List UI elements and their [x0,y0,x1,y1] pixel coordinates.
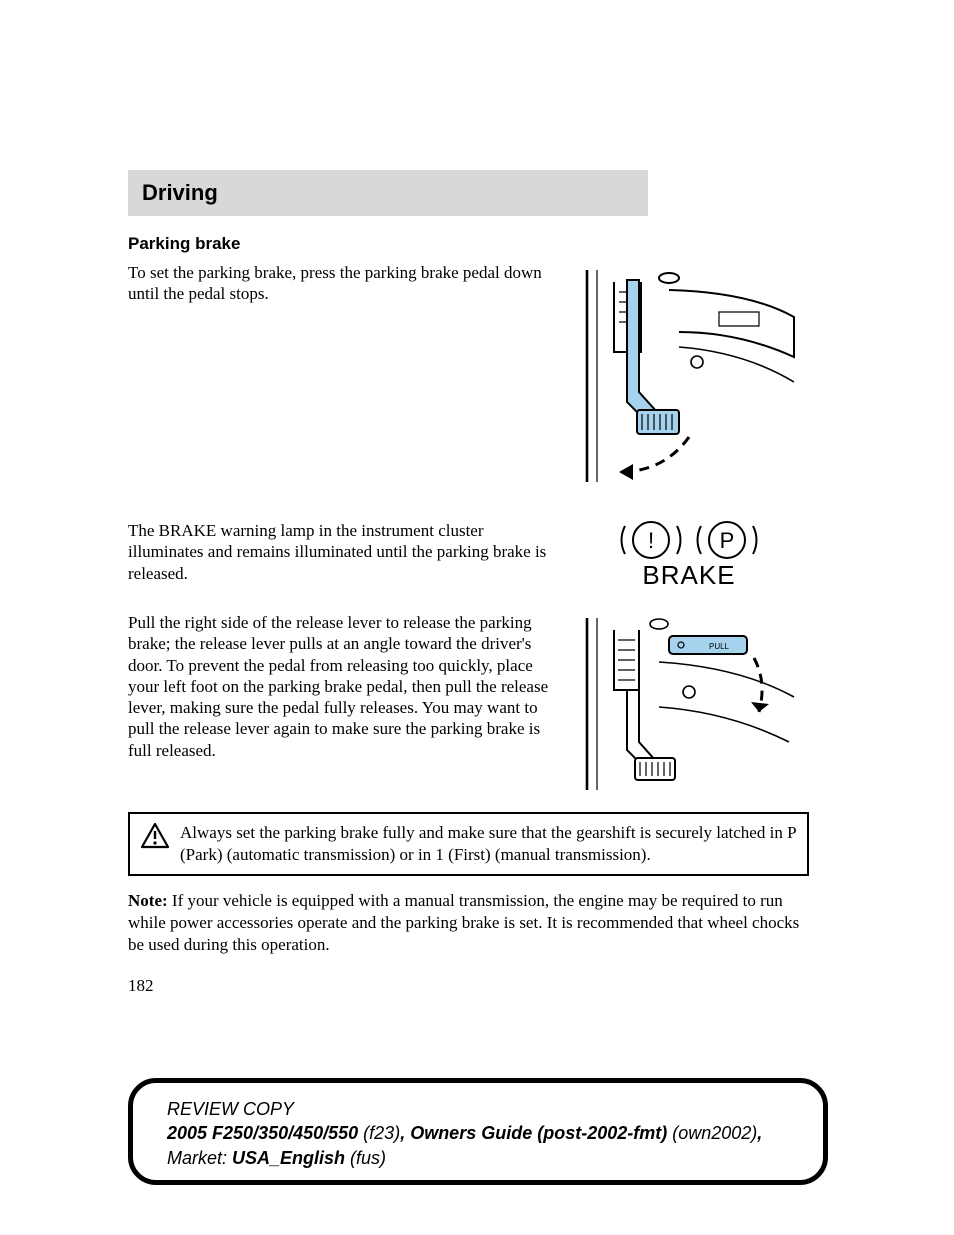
warning-box: Always set the parking brake fully and m… [128,812,809,876]
para3: Pull the right side of the release lever… [128,612,549,792]
para1: To set the parking brake, press the park… [128,262,549,492]
para2: The BRAKE warning lamp in the instrument… [128,520,549,584]
page-number: 182 [128,976,809,996]
footer-line3: Market: USA_English (fus) [167,1146,789,1170]
footer-l2-c: , Owners Guide (post-2002-fmt) [400,1123,672,1143]
footer-l2-a: 2005 F250/350/450/550 [167,1123,363,1143]
footer-line2: 2005 F250/350/450/550 (f23), Owners Guid… [167,1121,789,1145]
figure-brake-indicator: ! P BRAKE [569,512,809,592]
row-para1: To set the parking brake, press the park… [128,262,809,492]
footer-l3-a: Market: [167,1148,232,1168]
figure-release-lever: PULL [569,612,809,792]
note-body: If your vehicle is equipped with a manua… [128,891,799,954]
footer-l3-c: (fus) [350,1148,386,1168]
brake-label: BRAKE [642,560,735,590]
footer-l2-d: (own2002) [672,1123,757,1143]
exclaim-symbol: ! [648,528,654,553]
park-symbol: P [720,528,735,553]
subheading: Parking brake [128,234,809,254]
warning-text: Always set the parking brake fully and m… [180,822,797,866]
section-header: Driving [128,170,648,216]
figure-pedal-press [569,262,809,492]
row-para2: The BRAKE warning lamp in the instrument… [128,512,809,592]
note: Note: If your vehicle is equipped with a… [128,890,809,956]
footer-line1: REVIEW COPY [167,1097,789,1121]
note-label: Note: [128,891,168,910]
footer-l2-b: (f23) [363,1123,400,1143]
footer-box: REVIEW COPY 2005 F250/350/450/550 (f23),… [128,1078,828,1185]
warning-icon [140,822,170,855]
section-title: Driving [142,180,218,205]
footer-l2-e: , [757,1123,762,1143]
footer-l3-b: USA_English [232,1148,350,1168]
row-para3: Pull the right side of the release lever… [128,612,809,792]
pull-label: PULL [709,642,730,651]
